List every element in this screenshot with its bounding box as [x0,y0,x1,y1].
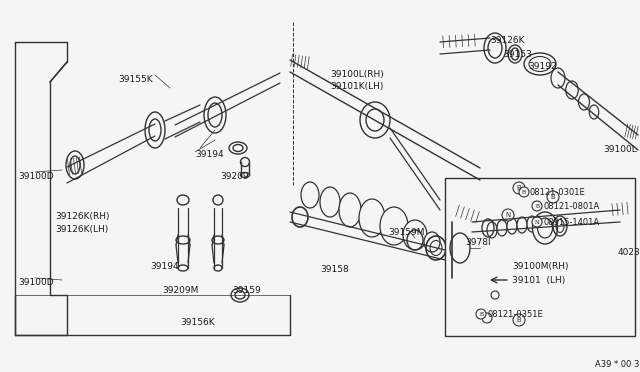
Ellipse shape [527,216,537,232]
Text: 39159: 39159 [232,286,260,295]
Ellipse shape [566,81,579,99]
Text: 39194: 39194 [150,262,179,271]
Text: 39158: 39158 [320,265,349,274]
Ellipse shape [359,199,385,237]
Circle shape [519,187,529,197]
Circle shape [482,313,492,323]
Text: 39209M: 39209M [162,286,198,295]
Ellipse shape [532,212,557,244]
Text: 39100L(RH): 39100L(RH) [330,70,384,79]
Ellipse shape [145,112,165,148]
Text: 39159M: 39159M [388,228,424,237]
Text: 39101  (LH): 39101 (LH) [512,276,565,285]
Text: 39153: 39153 [503,50,532,59]
Text: 08121-0351E: 08121-0351E [487,310,543,319]
Text: 39192: 39192 [528,62,557,71]
Ellipse shape [487,222,497,238]
Ellipse shape [579,94,589,110]
Ellipse shape [241,157,250,167]
Text: B: B [516,185,522,191]
Circle shape [491,291,499,299]
Text: 08915-1401A: 08915-1401A [543,218,599,227]
Circle shape [502,209,514,221]
Text: B: B [550,194,556,200]
Ellipse shape [213,195,223,205]
Ellipse shape [301,182,319,208]
Ellipse shape [589,105,599,119]
Ellipse shape [212,236,224,244]
Text: 39100D: 39100D [18,172,54,181]
Text: B: B [516,317,522,323]
Ellipse shape [177,195,189,205]
Ellipse shape [551,68,565,88]
Circle shape [532,201,542,211]
Ellipse shape [524,53,556,75]
Text: 39194: 39194 [195,150,223,159]
Text: 08121-0801A: 08121-0801A [543,202,599,211]
Ellipse shape [229,142,247,154]
Circle shape [513,314,525,326]
Ellipse shape [178,265,188,271]
Ellipse shape [424,232,440,252]
Circle shape [547,191,559,203]
Text: N: N [506,212,511,218]
Text: N: N [534,219,540,224]
Text: B: B [522,189,526,195]
Ellipse shape [241,173,250,177]
Ellipse shape [484,33,506,63]
Text: 39126K(RH): 39126K(RH) [55,212,109,221]
Text: 40234: 40234 [618,248,640,257]
Text: 3978I: 3978I [465,238,491,247]
Text: 39126K(LH): 39126K(LH) [55,225,108,234]
Ellipse shape [450,233,470,263]
Ellipse shape [403,220,427,250]
Text: B: B [479,311,483,317]
Ellipse shape [231,288,249,302]
Ellipse shape [497,220,507,236]
Ellipse shape [517,217,527,233]
Ellipse shape [176,236,190,244]
Ellipse shape [360,102,390,138]
Bar [445,178,635,336]
Circle shape [513,182,525,194]
Text: 39100L: 39100L [603,145,637,154]
Circle shape [476,309,486,319]
Ellipse shape [508,45,522,63]
Text: 39209: 39209 [220,172,248,181]
Text: 39155K: 39155K [118,75,152,84]
Text: A39 * 00 3: A39 * 00 3 [595,360,639,369]
Ellipse shape [66,151,84,179]
Text: 39100M(RH): 39100M(RH) [512,262,568,271]
Ellipse shape [507,218,517,234]
Text: 39126K: 39126K [490,36,525,45]
Ellipse shape [380,207,408,245]
Text: 08121-0301E: 08121-0301E [530,188,586,197]
Text: B: B [535,203,539,208]
Ellipse shape [214,265,222,271]
Circle shape [532,217,542,227]
Text: 39100D: 39100D [18,278,54,287]
Text: 39101K(LH): 39101K(LH) [330,82,383,91]
Text: 39156K: 39156K [180,318,214,327]
Ellipse shape [204,97,226,133]
Ellipse shape [339,193,361,227]
Ellipse shape [320,187,340,217]
